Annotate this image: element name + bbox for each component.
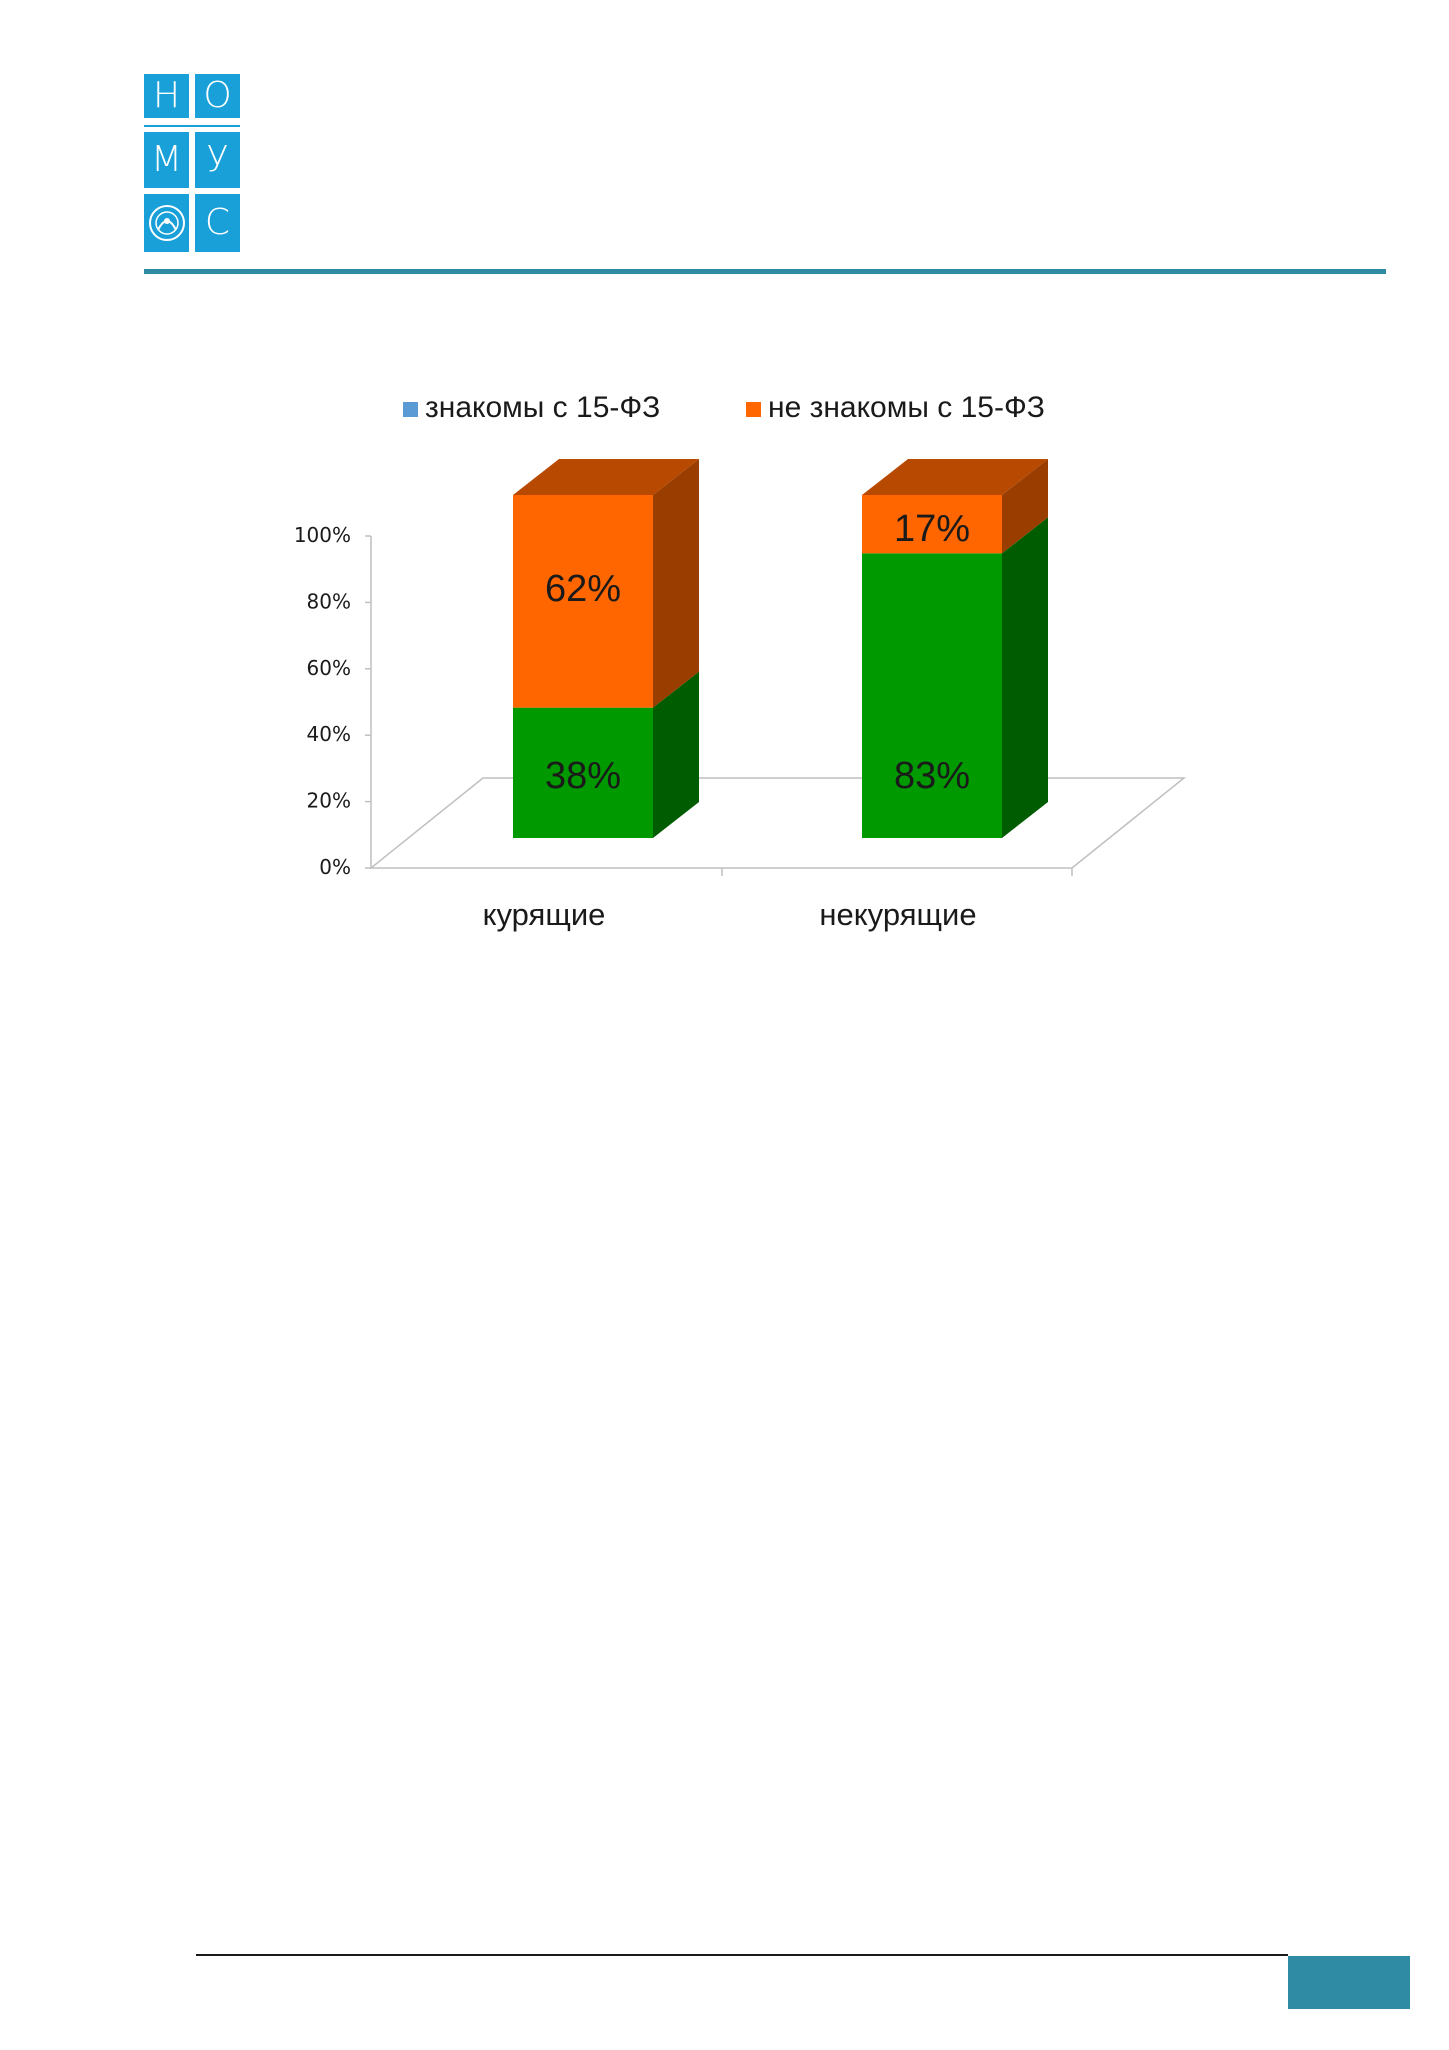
y-tick-label-4: 80% [307, 589, 351, 613]
legend-label-0: знакомы с 15-ФЗ [425, 391, 660, 424]
y-tick-label-2: 40% [307, 722, 351, 746]
header-rule [144, 269, 1386, 274]
y-tick-label-1: 20% [307, 789, 351, 813]
chart-floor [368, 777, 1187, 869]
legend-label-1: не знакомы с 15-ФЗ [768, 391, 1045, 424]
logo-divider [144, 125, 240, 127]
stacked-bar-chart: знакомы с 15-ФЗ не знакомы с 15-ФЗ 0% 20% 40… [294, 391, 1187, 932]
bar-1-series-1-side [1002, 459, 1048, 554]
logo-letter-m: М [144, 132, 189, 188]
logo-letter-s: С [195, 194, 240, 252]
bar-0-series-0 [513, 707, 653, 838]
logo-letter-o: О [195, 74, 240, 118]
bar-1-series-0 [862, 553, 1002, 838]
bar-0-top [513, 459, 699, 495]
data-label-1-0: 83% [894, 755, 970, 797]
legend-swatch-0 [403, 402, 418, 417]
emblem-icon [144, 194, 189, 252]
x-category-label-0: курящие [483, 897, 606, 932]
y-tick-label-3: 60% [307, 656, 351, 680]
bar-0-series-1 [513, 495, 653, 708]
y-tick-label-5: 100% [294, 523, 351, 547]
bar-0-series-0-side [653, 671, 699, 838]
x-category-label-1: некурящие [819, 897, 976, 932]
data-label-1-1: 17% [894, 508, 970, 550]
legend-swatch-1 [746, 402, 761, 417]
bar-1-series-1 [862, 495, 1002, 554]
data-label-0-1: 62% [545, 568, 621, 610]
footer-rule [196, 1954, 1288, 1956]
bar-0-series-1-side [653, 459, 699, 708]
y-tick-label-0: 0% [319, 855, 351, 879]
logo-letter-n: Н [144, 74, 189, 118]
data-label-0-0: 38% [545, 755, 621, 797]
page-number-box [1288, 1956, 1410, 2009]
logo-letter-u: У [195, 132, 240, 188]
bar-1-top [862, 459, 1048, 495]
nomus-logo: Н О М У С [144, 74, 240, 252]
bar-1-series-0-side [1002, 517, 1048, 838]
